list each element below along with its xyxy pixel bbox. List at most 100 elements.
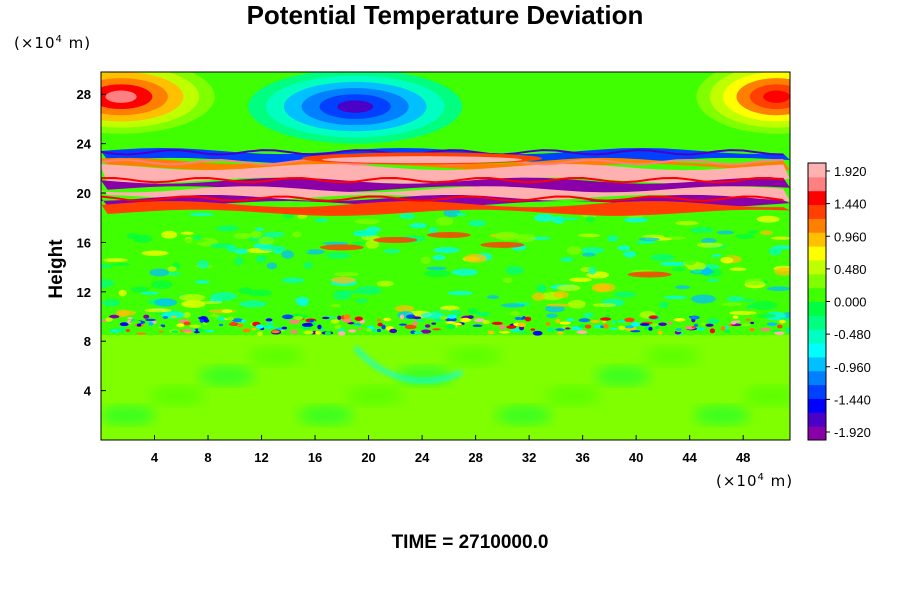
noisy-band-cell (559, 321, 571, 325)
turbulence-blob (304, 288, 324, 294)
x-tick-label: 8 (204, 450, 211, 465)
noisy-band-cell (115, 324, 122, 330)
core-contour (105, 90, 137, 103)
core-contour (337, 100, 374, 113)
turbulence-blob (721, 302, 743, 306)
turbulence-blob (689, 269, 715, 275)
field (101, 72, 790, 440)
noisy-band-cell (446, 324, 456, 329)
noisy-band-cell (236, 323, 244, 328)
turbulence-blob (613, 291, 636, 298)
lower-swirl (545, 385, 602, 406)
noisy-band-cell (609, 327, 618, 330)
turbulence-blob (126, 232, 140, 240)
turbulence-blob (690, 294, 716, 304)
noisy-band-cell (229, 321, 238, 326)
noisy-band-cell (732, 315, 739, 319)
colorbar-swatch (808, 287, 826, 302)
noisy-band-cell (499, 324, 506, 330)
turbulence-blob (292, 231, 302, 238)
noisy-band-cell (413, 331, 423, 334)
colorbar: 1.920 1.440 0.960 0.480 0.000 -0.480 -0.960 -1.… (807, 162, 871, 441)
noisy-band-cell (109, 328, 121, 333)
turbulence-blob (221, 309, 233, 313)
noisy-band-cell (774, 331, 785, 336)
turbulence-blob (747, 230, 758, 235)
turbulence-blob (144, 308, 173, 313)
colorbar-tick-label: 0.000 (834, 295, 867, 310)
turbulence-blob (672, 266, 686, 272)
turbulence-blob (255, 255, 267, 263)
noisy-band-cell (603, 323, 609, 329)
noisy-band-cell (330, 319, 340, 324)
x-tick-label: 4 (151, 450, 159, 465)
turbulence-blob (432, 254, 446, 261)
noisy-band-cell (594, 324, 601, 329)
x-tick-label: 36 (575, 450, 589, 465)
turbulence-blob (234, 256, 244, 266)
turbulence-blob (331, 276, 356, 284)
noisy-band-cell (431, 322, 437, 325)
turbulence-blob (180, 231, 194, 235)
colorbar-swatch (808, 163, 826, 178)
noisy-band-cell (263, 324, 276, 330)
noisy-band-cell (707, 318, 720, 324)
turbulence-blob (238, 287, 253, 295)
noisy-band-cell (723, 329, 731, 334)
turbulence-blob (182, 312, 191, 318)
turbulence-blob (350, 241, 366, 246)
turbulence-blob (210, 292, 238, 301)
noisy-band-cell (658, 322, 667, 326)
lower-swirl (644, 346, 701, 367)
turbulence-blob (297, 214, 308, 220)
band-edge (101, 176, 784, 184)
noisy-band-cell (208, 317, 217, 320)
turbulence-blob (356, 305, 370, 309)
turbulence-blob (354, 218, 380, 225)
colorbar-tick-label: 1.440 (834, 197, 867, 212)
turbulence-blob (355, 298, 369, 304)
noisy-band-cell (482, 320, 491, 325)
turbulence-blob (693, 269, 702, 274)
stratified-band (101, 164, 790, 184)
noisy-band-cell (241, 319, 246, 323)
x-axis-unit: (×104 m) (716, 472, 794, 490)
noisy-band-cell (517, 322, 527, 328)
noisy-band-cell (288, 319, 301, 324)
noisy-band-cell (317, 324, 322, 330)
noisy-band-cell (601, 320, 607, 323)
noisy-band-cell (265, 318, 273, 322)
noisy-band-cell (171, 315, 177, 319)
turbulence-blob (140, 291, 160, 295)
turbulence-blob (355, 285, 382, 295)
noisy-band-cell (649, 315, 658, 320)
turbulence-blob (751, 301, 778, 310)
turbulence-blob (756, 313, 776, 318)
turbulence-blob (451, 268, 478, 276)
y-axis-ticks: 4 8 12 16 20 24 28 (77, 87, 106, 399)
turbulence-blob (420, 256, 431, 264)
noisy-band-cell (287, 324, 295, 328)
noisy-band-cell (217, 316, 227, 321)
turbulence-blob (200, 300, 223, 304)
noisy-band-cell (590, 320, 601, 323)
stratified-band (101, 201, 790, 216)
noisy-band-cell (693, 323, 699, 327)
turbulence-blob (729, 310, 757, 316)
noisy-band-cell (491, 321, 503, 326)
turbulence-blob (744, 278, 765, 286)
turbulence-blob (314, 218, 329, 223)
turbulence-blob (436, 216, 454, 226)
turbulence-blob (165, 272, 182, 276)
noisy-band-cell (611, 320, 617, 324)
colorbar-tick-label: -1.440 (834, 392, 871, 407)
turbulence-blob (623, 251, 637, 258)
noisy-band-cell (181, 329, 193, 333)
noisy-band-cell (778, 319, 786, 324)
noisy-band-cell (337, 315, 342, 320)
noisy-band-cell (446, 314, 457, 319)
lower-filament (353, 345, 464, 384)
noisy-band-cell (412, 321, 418, 326)
noisy-band-cell (334, 324, 342, 330)
